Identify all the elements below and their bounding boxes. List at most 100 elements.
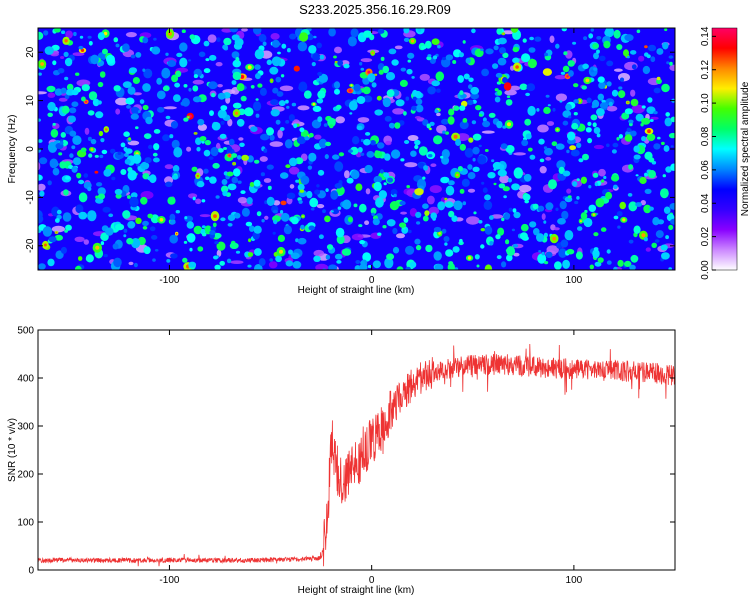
heatmap-cell — [358, 224, 363, 228]
heatmap-cell — [558, 248, 567, 258]
heatmap-cell — [217, 148, 224, 153]
heatmap-cell — [174, 82, 181, 88]
heatmap-low-cell — [360, 58, 373, 63]
heatmap-cell — [115, 43, 120, 48]
heatmap-peak — [64, 39, 68, 43]
heatmap-cell — [462, 201, 467, 206]
heatmap-peak — [579, 220, 582, 223]
heatmap-cell — [165, 115, 171, 120]
heatmap-cell — [644, 188, 652, 194]
heatmap-cell — [649, 206, 654, 211]
heatmap-cell — [661, 83, 670, 93]
heatmap-cell — [451, 215, 458, 222]
heatmap-low-cell — [197, 123, 207, 131]
heatmap-low-cell — [344, 170, 350, 179]
heatmap-cell — [646, 106, 656, 114]
heatmap-cell — [422, 215, 429, 222]
heatmap-cell — [186, 221, 194, 229]
heatmap-cell — [407, 52, 415, 59]
heatmap-low-cell — [47, 92, 56, 98]
heatmap-cell — [370, 207, 377, 215]
heatmap-cell — [643, 237, 648, 242]
heatmap-cell — [525, 133, 532, 140]
heatmap-cell — [431, 80, 441, 87]
heatmap-low-cell — [429, 185, 442, 194]
heatmap-cell — [432, 55, 438, 60]
heatmap-cell — [606, 143, 610, 148]
heatmap-low-cell — [357, 117, 370, 123]
heatmap-cell — [414, 188, 424, 196]
heatmap-cell — [360, 260, 365, 265]
heatmap-cell — [285, 99, 289, 104]
heatmap-cell — [430, 212, 438, 220]
heatmap-cell — [619, 201, 626, 210]
heatmap-cell — [565, 103, 572, 111]
heatmap-cell — [619, 77, 625, 82]
heatmap-cell — [317, 71, 323, 76]
heatmap-cell — [472, 146, 480, 155]
heatmap-peak — [234, 111, 239, 115]
heatmap-peak — [456, 173, 459, 177]
heatmap-cell — [366, 151, 375, 158]
heatmap-cell — [120, 169, 127, 175]
heatmap-cell — [505, 145, 515, 153]
figure-title: S233.2025.356.16.29.R09 — [299, 2, 451, 17]
heatmap-cell — [80, 147, 87, 153]
heatmap-cell — [259, 87, 267, 96]
heatmap-cell — [617, 259, 624, 267]
heatmap-low-cell — [513, 252, 520, 257]
heatmap-cell — [524, 199, 529, 204]
heatmap-cell — [183, 84, 188, 88]
heatmap-cell — [626, 127, 631, 132]
heatmap-cell — [510, 28, 519, 33]
heatmap-cell — [270, 109, 280, 117]
heatmap-cell — [606, 81, 612, 87]
heatmap-cell — [395, 99, 405, 107]
heatmap-cell — [87, 186, 92, 192]
heatmap-peak — [556, 128, 559, 131]
heatmap-cell — [480, 228, 486, 232]
snr-y-tick-label: 500 — [17, 326, 34, 337]
heatmap-cell — [213, 255, 219, 260]
heatmap-cell — [245, 221, 253, 227]
heatmap-peak — [312, 102, 316, 106]
heatmap-cell — [528, 47, 536, 53]
heatmap-cell — [64, 94, 70, 100]
heatmap-cell — [618, 134, 624, 139]
heatmap-cell — [611, 174, 620, 182]
heatmap-cell — [176, 52, 183, 58]
heatmap-cell — [222, 190, 228, 197]
heatmap-cell — [60, 132, 66, 138]
heatmap-cell — [90, 54, 99, 65]
heatmap-cell — [227, 223, 233, 227]
heatmap-cell — [334, 253, 343, 260]
heatmap-cell — [97, 100, 102, 105]
heatmap-cell — [231, 34, 240, 41]
heatmap-cell — [384, 153, 391, 161]
heatmap-cell — [135, 217, 142, 224]
heatmap-cell — [231, 51, 240, 59]
heatmap-cell — [548, 179, 557, 190]
heatmap-cell — [437, 45, 441, 49]
heatmap-cell — [576, 178, 580, 182]
heatmap-cell — [76, 172, 82, 179]
heatmap-cell — [123, 234, 127, 238]
heatmap-cell — [258, 258, 266, 267]
heatmap-peak — [159, 217, 164, 222]
heatmap-low-cell — [427, 195, 435, 205]
heatmap-cell — [557, 218, 566, 225]
heatmap-cell — [391, 59, 399, 66]
colorbar-title: Normalized spectral amplitude — [740, 81, 750, 216]
heatmap-cell — [325, 254, 331, 260]
heatmap-cell — [192, 196, 196, 201]
heatmap-cell — [220, 120, 225, 125]
heatmap-cell — [280, 74, 285, 78]
heatmap-cell — [50, 128, 59, 138]
heatmap-cell — [600, 227, 607, 232]
heatmap-cell — [300, 224, 305, 230]
heatmap-cell — [384, 257, 394, 269]
heatmap-cell — [568, 115, 572, 119]
heatmap-cell — [328, 28, 336, 37]
heatmap-cell — [253, 225, 262, 234]
heatmap-cell — [304, 136, 310, 141]
